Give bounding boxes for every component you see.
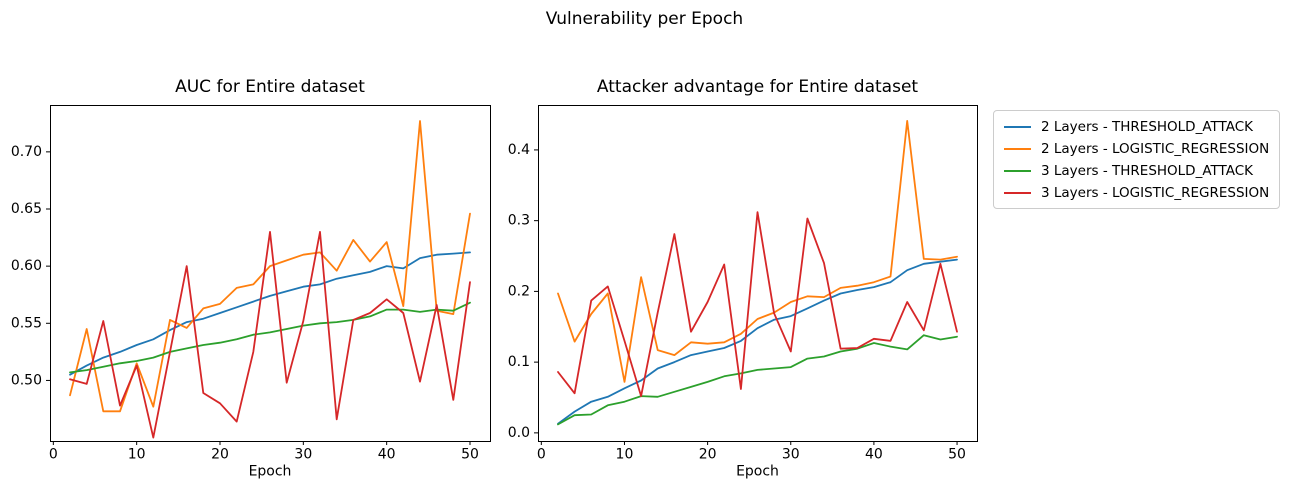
series-line-2-layers-logistic-regression <box>69 120 471 413</box>
y-tick-label: 0.1 <box>508 354 530 370</box>
legend-line-swatch-green <box>1004 169 1031 172</box>
series-line-2-layers-logistic-regression <box>557 120 958 383</box>
legend-label: 3 Layers - THRESHOLD_ATTACK <box>1041 162 1253 179</box>
legend-item: 3 Layers - THRESHOLD_ATTACK <box>1004 162 1269 179</box>
series-line-3-layers-logistic-regression <box>557 211 958 398</box>
x-axis-label: Epoch <box>249 464 292 480</box>
x-tick-label: 50 <box>461 447 479 463</box>
left-chart-title: AUC for Entire dataset <box>175 77 365 97</box>
y-tick-label: 0.4 <box>508 142 530 158</box>
y-tick-label: 0.0 <box>508 425 530 441</box>
series-line-3-layers-threshold-attack <box>69 301 471 374</box>
legend: 2 Layers - THRESHOLD_ATTACK 2 Layers - L… <box>993 110 1281 209</box>
legend-item: 2 Layers - LOGISTIC_REGRESSION <box>1004 140 1269 157</box>
series-line-2-layers-threshold-attack <box>557 258 958 425</box>
plot-area-border <box>50 105 491 442</box>
x-tick-label: 50 <box>948 447 966 463</box>
series-line-3-layers-threshold-attack <box>557 334 958 426</box>
legend-line-swatch-red <box>1004 191 1031 194</box>
y-tick-label: 0.55 <box>11 315 42 331</box>
legend-label: 3 Layers - LOGISTIC_REGRESSION <box>1041 184 1270 201</box>
chart-1: 0 10 20 30 40 50 0.0 0.1 0.2 0.3 0.4 Epoch <box>508 105 978 480</box>
x-tick-label: 0 <box>537 447 546 463</box>
legend-item: 3 Layers - LOGISTIC_REGRESSION <box>1004 184 1269 201</box>
legend-label: 2 Layers - LOGISTIC_REGRESSION <box>1041 140 1270 157</box>
x-tick-label: 20 <box>211 447 229 463</box>
y-tick-label: 0.65 <box>11 201 42 217</box>
y-tick-label: 0.2 <box>508 283 530 299</box>
x-tick-label: 20 <box>699 447 717 463</box>
y-tick-label: 0.70 <box>11 144 42 160</box>
x-tick-label: 10 <box>616 447 634 463</box>
x-axis-label: Epoch <box>736 464 779 480</box>
figure-suptitle: Vulnerability per Epoch <box>545 9 744 29</box>
series-line-2-layers-threshold-attack <box>69 251 471 376</box>
x-tick-label: 30 <box>782 447 800 463</box>
x-tick-label: 0 <box>49 447 58 463</box>
legend-label: 2 Layers - THRESHOLD_ATTACK <box>1041 118 1253 135</box>
legend-line-swatch-orange <box>1004 147 1031 150</box>
x-tick-label: 40 <box>378 447 396 463</box>
legend-line-swatch-blue <box>1004 125 1031 128</box>
y-tick-label: 0.60 <box>11 258 42 274</box>
x-tick-label: 40 <box>865 447 883 463</box>
right-chart-title: Attacker advantage for Entire dataset <box>596 77 919 97</box>
y-tick-label: 0.3 <box>508 213 530 229</box>
chart-0: 0 10 20 30 40 50 0.50 0.55 0.60 0.65 0.70 Epoch <box>11 105 491 480</box>
x-tick-label: 10 <box>128 447 146 463</box>
x-tick-label: 30 <box>294 447 312 463</box>
legend-item: 2 Layers - THRESHOLD_ATTACK <box>1004 118 1269 135</box>
series-line-3-layers-logistic-regression <box>69 230 471 439</box>
plot-area-border <box>538 105 978 442</box>
y-tick-label: 0.50 <box>11 372 42 388</box>
